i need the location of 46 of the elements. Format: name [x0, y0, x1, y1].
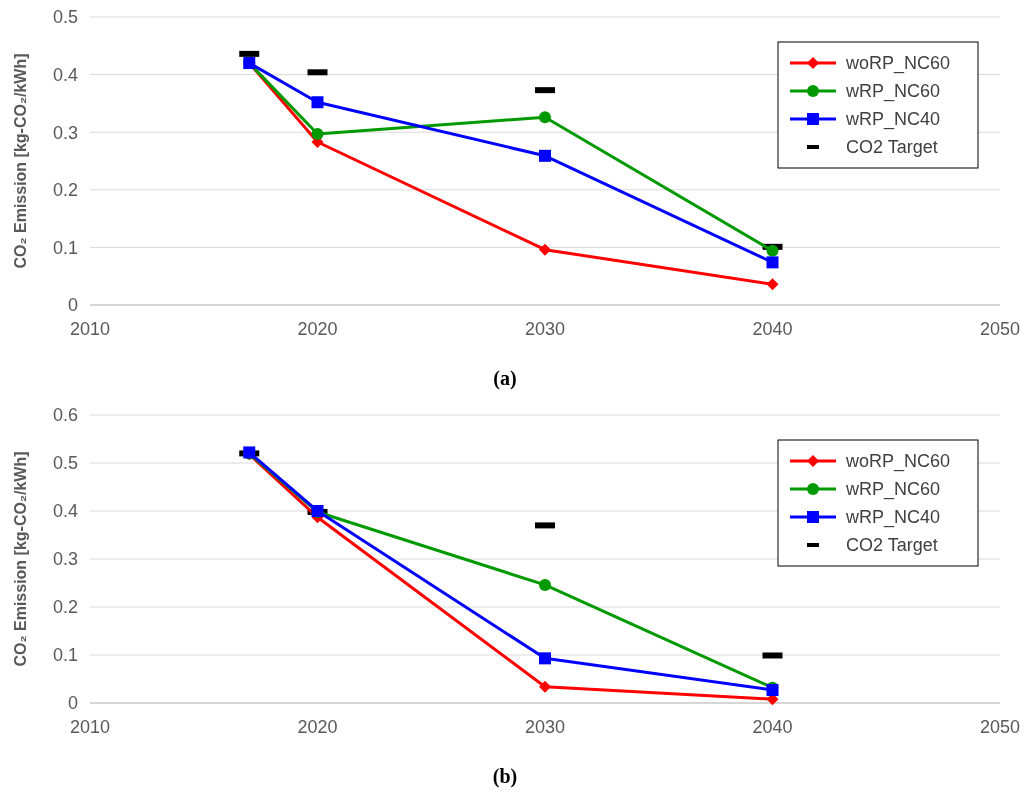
- x-tick-label: 2030: [524, 717, 566, 737]
- legend-label: woRP_NC60: [845, 53, 951, 75]
- y-axis-title: CO₂ Emission [kg-CO₂/kWh]: [12, 53, 29, 269]
- point: [539, 111, 551, 124]
- x-tick-label: 2020: [297, 319, 338, 339]
- point: [539, 578, 551, 591]
- y-tick-label: 0.6: [52, 405, 78, 426]
- x-tick-label: 2050: [979, 717, 1021, 737]
- legend-label: wRP_NC40: [845, 507, 941, 529]
- x-tick-label: 2010: [69, 717, 111, 737]
- point: [539, 652, 551, 665]
- point: [539, 243, 551, 256]
- point: [766, 278, 779, 291]
- text: (a): [493, 367, 517, 390]
- point: [766, 256, 779, 269]
- point: [539, 149, 551, 162]
- y-tick-label: 0: [67, 693, 78, 714]
- legend-label: wRP_NC40: [845, 109, 941, 131]
- point: [539, 680, 551, 693]
- point: [766, 244, 779, 257]
- y-tick-label: 0.1: [52, 237, 78, 258]
- x-tick-label: 2050: [979, 319, 1021, 339]
- y-tick-label: 0.1: [52, 645, 78, 666]
- x-tick-label: 2020: [297, 717, 338, 737]
- legend-label: wRP_NC60: [845, 81, 941, 103]
- y-tick-label: 0.4: [52, 64, 78, 85]
- x-tick-label: 2010: [69, 319, 111, 339]
- y-tick-label: 0.3: [52, 122, 78, 143]
- y-tick-label: 0.2: [52, 597, 78, 618]
- y-tick-label: 0: [67, 295, 78, 316]
- y-tick-label: 0.5: [52, 7, 78, 28]
- legend-label: CO2 Target: [846, 535, 938, 556]
- y-tick-label: 0.4: [52, 501, 78, 522]
- text: (b): [492, 765, 518, 788]
- legend-label: CO2 Target: [846, 137, 938, 158]
- x-tick-label: 2040: [752, 717, 793, 737]
- y-tick-label: 0.2: [52, 180, 78, 201]
- y-axis-title: CO₂ Emission [kg-CO₂/kWh]: [12, 451, 29, 667]
- point: [311, 96, 324, 109]
- x-tick-label: 2040: [752, 319, 793, 339]
- x-tick-label: 2030: [524, 319, 566, 339]
- legend-label: wRP_NC60: [845, 479, 941, 501]
- y-tick-label: 0.3: [52, 549, 78, 570]
- legend-label: woRP_NC60: [845, 451, 951, 473]
- point: [311, 127, 324, 140]
- y-tick-label: 0.5: [52, 453, 78, 474]
